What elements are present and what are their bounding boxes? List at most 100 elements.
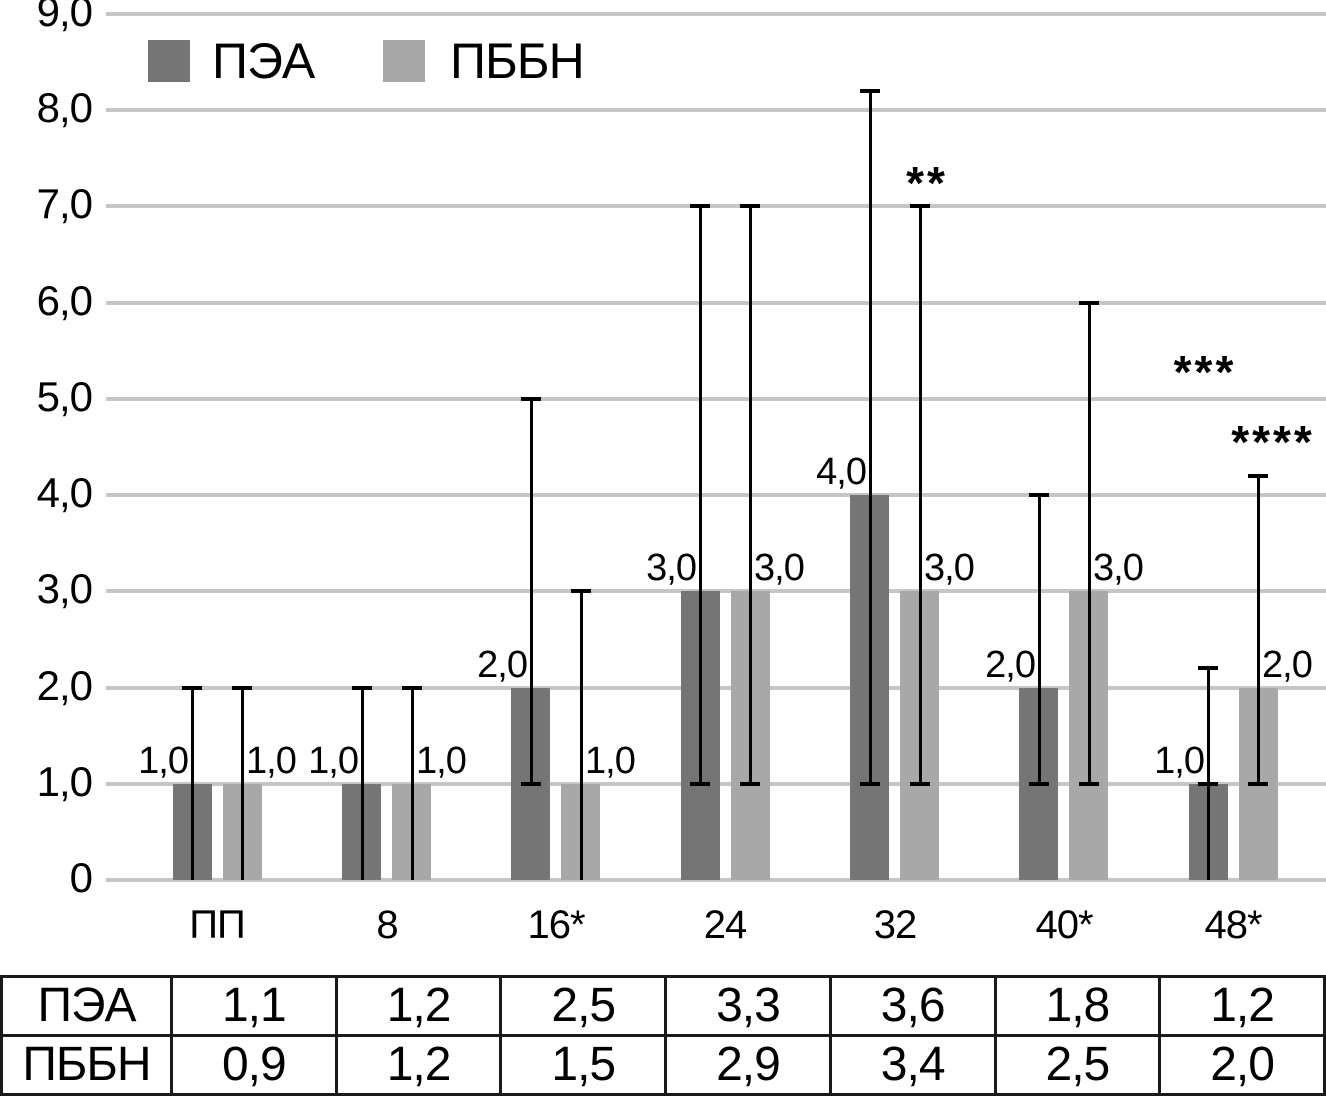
table-cell: 2,9 (664, 1034, 832, 1096)
significance-stars: ** (906, 157, 948, 209)
error-bar-mid-tick (1198, 782, 1218, 786)
error-bar-cap-top (910, 204, 930, 208)
x-axis-category-label: ПП (189, 903, 246, 947)
table-cell: 2,0 (1158, 1034, 1326, 1096)
table-cell: 3,6 (828, 975, 997, 1037)
bar-value-label: 1,0 (585, 740, 636, 782)
error-bar-cap-top (1198, 666, 1218, 670)
x-axis-category-label: 40* (1035, 903, 1093, 947)
error-bar (241, 688, 244, 880)
error-bar-cap-bottom (521, 782, 541, 786)
table-cell: 1,1 (170, 975, 338, 1037)
gridline (106, 108, 1326, 112)
bar-value-label: 1,0 (138, 740, 189, 782)
error-bar-cap-top (182, 686, 202, 690)
error-bar (361, 688, 364, 880)
x-axis-line (106, 878, 1326, 882)
error-bar (411, 688, 414, 880)
bar-value-label: 3,0 (754, 547, 805, 589)
gridline (106, 301, 1326, 305)
bar-value-label: 3,0 (924, 547, 975, 589)
table-cell: 1,2 (334, 1034, 503, 1096)
error-bar-cap-top (521, 397, 541, 401)
bar-value-label: 2,0 (477, 644, 528, 686)
error-bar-cap-top (740, 204, 760, 208)
error-bar-cap-bottom (1029, 782, 1049, 786)
y-axis-tick-label: 7,0 (36, 180, 93, 227)
error-bar (749, 206, 752, 783)
x-axis-category-label: 24 (703, 903, 748, 947)
y-axis-tick-label: 4,0 (36, 469, 93, 516)
significance-stars: **** (1231, 416, 1315, 468)
error-bar-cap-top (232, 686, 252, 690)
error-bar-cap-bottom (740, 782, 760, 786)
bar-value-label: 1,0 (308, 740, 359, 782)
table-cell: 1,2 (334, 975, 503, 1037)
x-axis-category-label: 48* (1204, 903, 1262, 947)
x-axis-category-label: 16* (527, 903, 585, 947)
error-bar-cap-top (571, 589, 591, 593)
error-bar (1257, 476, 1260, 784)
table-cell: 1,2 (1158, 975, 1326, 1037)
error-bar (699, 206, 702, 783)
y-axis-tick-label: 8,0 (36, 84, 93, 131)
bar-value-label: 1,0 (1154, 740, 1205, 782)
x-axis-category-label: 32 (873, 903, 918, 947)
error-bar-cap-top (1079, 301, 1099, 305)
x-axis-category-label: 8 (376, 903, 398, 947)
y-axis-tick-label: 0 (69, 854, 93, 901)
gridline (106, 204, 1326, 208)
bar-value-label: 3,0 (646, 547, 697, 589)
error-bar (580, 591, 583, 880)
legend-pbbn-label: ПББН (450, 33, 585, 89)
data-table-grid: ПЭА 1,1 1,2 2,5 3,3 3,6 1,8 1,2 ПББН 0,9 1,2 1,5 2,9… (0, 975, 1326, 1096)
error-bar-cap-bottom (690, 782, 710, 786)
error-bar (1038, 495, 1041, 784)
error-bar (919, 206, 922, 783)
y-axis-tick-label: 2,0 (36, 662, 93, 709)
table-cell: 1,5 (499, 1034, 668, 1096)
table-cell: 3,3 (664, 975, 832, 1037)
bar-value-label: 1,0 (416, 740, 467, 782)
error-bar (1088, 303, 1091, 784)
table-cell: 1,8 (993, 975, 1162, 1037)
table-row-header: ПЭА (0, 975, 173, 1037)
table-cell: 2,5 (993, 1034, 1162, 1096)
table-row: ПЭА 1,1 1,2 2,5 3,3 3,6 1,8 1,2 (0, 975, 1326, 1037)
error-bar-cap-top (402, 686, 422, 690)
y-axis-tick-label: 5,0 (36, 373, 93, 420)
error-bar-cap-top (1248, 474, 1268, 478)
error-bar-cap-bottom (1079, 782, 1099, 786)
bar-value-label: 1,0 (246, 740, 297, 782)
y-axis-tick-label: 9,0 (36, 0, 93, 35)
bar-value-label: 2,0 (1262, 644, 1313, 686)
significance-stars: *** (1173, 346, 1237, 398)
error-bar-cap-top (860, 89, 880, 93)
gridline (106, 12, 1326, 16)
error-bar (530, 399, 533, 784)
y-axis-tick-label: 6,0 (36, 277, 93, 324)
gridline (106, 397, 1326, 401)
bar-value-label: 3,0 (1093, 547, 1144, 589)
error-bar-cap-top (1029, 493, 1049, 497)
error-bar-cap-bottom (910, 782, 930, 786)
data-table: ПЭА 1,1 1,2 2,5 3,3 3,6 1,8 1,2 ПББН 0,9 1,2 1,5 2,9… (0, 975, 1326, 1096)
error-bar-cap-top (690, 204, 710, 208)
table-cell: 3,4 (828, 1034, 997, 1096)
gridline (106, 493, 1326, 497)
error-bar (869, 91, 872, 784)
y-axis-tick-label: 1,0 (36, 758, 93, 805)
table-cell: 0,9 (170, 1034, 338, 1096)
bar-value-label: 2,0 (985, 644, 1036, 686)
bar-value-label: 4,0 (816, 451, 867, 493)
table-cell: 2,5 (499, 975, 668, 1037)
table-row: ПББН 0,9 1,2 1,5 2,9 3,4 2,5 2,0 (0, 1034, 1326, 1096)
legend-pea-swatch-icon (148, 40, 190, 82)
error-bar (1207, 668, 1210, 880)
y-axis-tick-label: 3,0 (36, 565, 93, 612)
error-bar-cap-bottom (1248, 782, 1268, 786)
legend-pbbn-swatch-icon (383, 40, 425, 82)
table-row-header: ПББН (0, 1034, 173, 1096)
error-bar (191, 688, 194, 880)
